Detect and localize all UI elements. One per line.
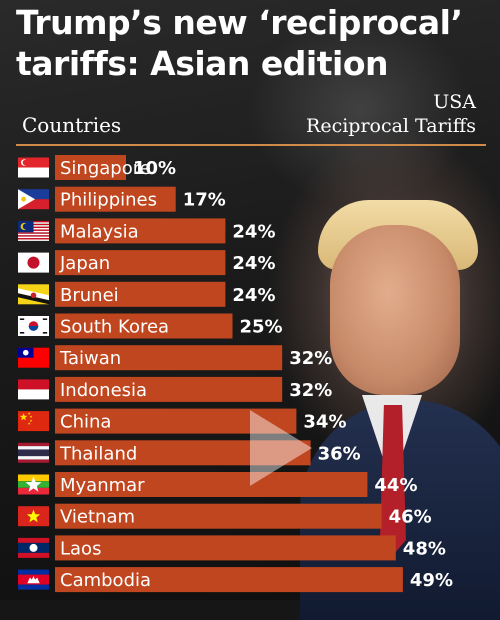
bar-cambodia <box>55 567 403 593</box>
value-label-philippines: 17% <box>183 190 226 211</box>
vietnam-flag-icon <box>18 506 49 527</box>
category-label-singapore: Singapore <box>60 158 151 179</box>
value-label-vietnam: 46% <box>389 507 432 528</box>
category-column-header: Countries <box>22 113 122 137</box>
category-label-cambodia: Cambodia <box>60 570 151 591</box>
indonesia-flag-icon <box>18 379 49 400</box>
value-header-line-2: Reciprocal Tariffs <box>306 115 476 137</box>
bar-taiwan <box>55 345 283 371</box>
background-figure-tie <box>380 405 406 555</box>
value-label-thailand: 36% <box>318 443 361 464</box>
bar-malaysia <box>55 218 226 244</box>
category-label-indonesia: Indonesia <box>60 380 147 401</box>
bar-myanmar <box>55 472 368 497</box>
cambodia-flag-icon <box>18 569 49 590</box>
taiwan-flag-icon <box>18 347 49 368</box>
value-column-header: USA Reciprocal Tariffs <box>306 90 476 138</box>
category-label-china: China <box>60 412 111 433</box>
bar-japan <box>55 250 226 276</box>
value-label-malaysia: 24% <box>232 221 275 242</box>
chart-title-line-1: Trump’s new ‘reciprocal’ <box>16 3 463 42</box>
value-label-taiwan: 32% <box>289 348 332 369</box>
value-label-brunei: 24% <box>232 285 275 306</box>
south-korea-flag-icon <box>18 316 49 336</box>
bar-vietnam <box>55 503 382 529</box>
value-label-singapore: 10% <box>133 158 176 179</box>
category-label-south-korea: South Korea <box>60 317 169 338</box>
bar-philippines <box>55 186 176 212</box>
chart-title-line-2: tariffs: Asian edition <box>16 44 388 83</box>
value-label-cambodia: 49% <box>410 570 453 591</box>
china-flag-icon <box>18 411 49 432</box>
thailand-flag-icon <box>18 442 49 463</box>
chart-title: Trump’s new ‘reciprocal’ tariffs: Asian … <box>16 2 463 84</box>
category-label-vietnam: Vietnam <box>60 507 135 528</box>
brunei-flag-icon <box>18 284 49 305</box>
header-divider <box>16 144 486 146</box>
myanmar-flag-icon <box>18 474 49 495</box>
laos-flag-icon <box>18 537 49 558</box>
category-label-taiwan: Taiwan <box>59 348 121 369</box>
bar-south-korea <box>55 313 233 339</box>
category-label-malaysia: Malaysia <box>60 221 139 242</box>
bar-laos <box>55 535 396 561</box>
value-label-south-korea: 25% <box>240 317 283 338</box>
value-label-myanmar: 44% <box>374 475 417 496</box>
bar-indonesia <box>55 376 283 402</box>
play-icon[interactable] <box>250 410 312 486</box>
category-label-brunei: Brunei <box>60 285 119 306</box>
japan-flag-icon <box>18 252 49 273</box>
value-label-japan: 24% <box>232 253 275 274</box>
category-label-philippines: Philippines <box>60 190 157 211</box>
value-header-line-1: USA <box>433 91 476 113</box>
bar-singapore <box>55 155 126 180</box>
bar-china <box>55 408 297 434</box>
category-label-japan: Japan <box>59 253 110 274</box>
value-label-laos: 48% <box>403 538 446 559</box>
philippines-flag-icon <box>18 189 49 210</box>
category-label-laos: Laos <box>60 538 101 559</box>
category-label-thailand: Thailand <box>59 443 137 464</box>
category-label-myanmar: Myanmar <box>60 475 145 496</box>
malaysia-flag-icon <box>18 220 49 241</box>
value-label-indonesia: 32% <box>289 380 332 401</box>
background-figure-face <box>330 225 460 395</box>
value-label-china: 34% <box>303 412 346 433</box>
bar-thailand <box>55 440 311 466</box>
bar-brunei <box>55 281 226 307</box>
singapore-flag-icon <box>18 157 49 178</box>
